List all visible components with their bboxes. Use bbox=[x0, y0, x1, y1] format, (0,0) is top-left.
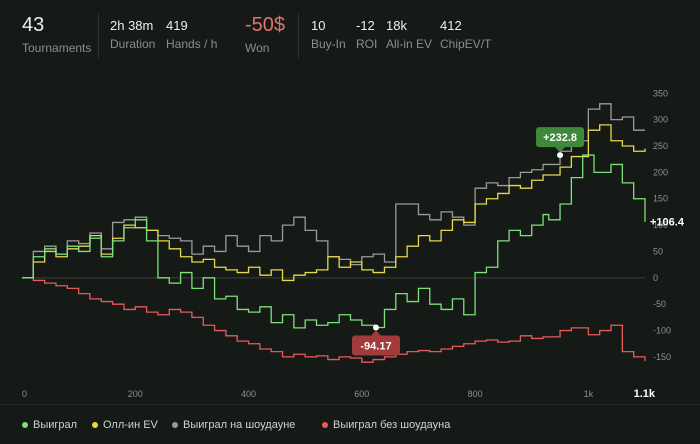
stat-value: 10 bbox=[311, 18, 326, 33]
annotation-pointer bbox=[555, 147, 566, 153]
chart-legend: Выиграл Олл-ин EV Выиграл на шоудауне Вы… bbox=[0, 404, 700, 444]
series-line bbox=[22, 124, 646, 282]
legend-item-allin-ev[interactable]: Олл-ин EV bbox=[92, 419, 158, 431]
legend-label: Выиграл на шоудауне bbox=[183, 419, 296, 431]
y-tick-label: -50 bbox=[653, 299, 666, 309]
stat-value: 18k bbox=[386, 18, 407, 33]
annotation-point bbox=[372, 324, 379, 331]
y-tick-label: 350 bbox=[653, 88, 668, 98]
annotation-label: +232.8 bbox=[543, 132, 577, 144]
legend-label: Выиграл bbox=[33, 419, 78, 431]
x-tick-label: 1k bbox=[584, 389, 594, 399]
y-tick-label: -150 bbox=[653, 352, 671, 362]
x-tick-label: 400 bbox=[241, 389, 256, 399]
stat-label: Won bbox=[245, 41, 270, 55]
stat-chipev: 412 ChipEV/T bbox=[440, 18, 491, 51]
stat-value: -50$ bbox=[245, 14, 286, 36]
end-value-label: +106.4 bbox=[650, 217, 685, 229]
legend-item-won-showdown[interactable]: Выиграл на шоудауне bbox=[172, 419, 295, 431]
x-tick-label: 800 bbox=[468, 389, 483, 399]
stat-value: -12 bbox=[356, 18, 375, 33]
stat-value: 412 bbox=[440, 18, 462, 33]
legend-item-won-no-showdown[interactable]: Выиграл без шоудауна bbox=[322, 419, 450, 431]
legend-dot bbox=[92, 422, 98, 429]
chart-svg[interactable]: 350 300 250 200 150 100 50 0 -50 -100 -150 0 200 400 6… bbox=[0, 70, 700, 400]
x-tick-label: 200 bbox=[128, 389, 143, 399]
legend-item-won[interactable]: Выиграл bbox=[22, 419, 77, 431]
annotation-label: -94.17 bbox=[360, 340, 391, 352]
annotation-badge bbox=[536, 127, 585, 148]
legend-dot bbox=[172, 422, 178, 429]
y-tick-label: 200 bbox=[653, 167, 668, 177]
annotation-point bbox=[557, 152, 564, 159]
annotation-pointer bbox=[370, 330, 381, 336]
legend-dot bbox=[322, 422, 328, 429]
stat-hands-per-hour: 419 Hands / h bbox=[166, 18, 217, 51]
stat-separator bbox=[298, 14, 299, 58]
y-tick-label: 250 bbox=[653, 141, 668, 151]
stat-label: Duration bbox=[110, 37, 156, 51]
stat-label: ROI bbox=[356, 37, 378, 51]
x-tick-label: 1.1k bbox=[634, 388, 656, 400]
series-line bbox=[22, 277, 646, 363]
x-tick-label: 0 bbox=[22, 389, 27, 399]
y-tick-label: 50 bbox=[653, 246, 663, 256]
stat-value: 43 bbox=[22, 14, 45, 36]
stats-bar: 43 Tournaments 2h 38m Duration 419 Hands… bbox=[0, 0, 700, 70]
x-tick-label: 600 bbox=[354, 389, 369, 399]
profit-chart[interactable]: 350 300 250 200 150 100 50 0 -50 -100 -150 0 200 400 6… bbox=[0, 70, 700, 400]
series-line bbox=[22, 103, 645, 279]
stat-tournaments: 43 Tournaments bbox=[22, 14, 91, 55]
stat-label: All-in EV bbox=[386, 37, 433, 51]
stat-allin-ev: 18k All-in EV bbox=[386, 18, 432, 51]
stat-label: ChipEV/T bbox=[440, 37, 492, 51]
stat-duration: 2h 38m Duration bbox=[110, 18, 155, 51]
stat-value: 2h 38m bbox=[110, 18, 154, 33]
series-line bbox=[22, 154, 646, 329]
y-tick-label: 0 bbox=[653, 273, 658, 283]
y-tick-label: 300 bbox=[653, 115, 668, 125]
legend-label: Выиграл без шоудауна bbox=[333, 419, 451, 431]
y-tick-label: -100 bbox=[653, 326, 671, 336]
stat-label: Buy-In bbox=[311, 37, 346, 51]
annotation-badge bbox=[351, 335, 400, 356]
stat-separator bbox=[98, 14, 99, 58]
stat-value: 419 bbox=[166, 18, 188, 33]
stat-label: Hands / h bbox=[166, 37, 218, 51]
stat-buyin: 10 Buy-In bbox=[311, 18, 346, 51]
stat-roi: -12 ROI bbox=[356, 18, 377, 51]
legend-label: Олл-ин EV bbox=[103, 419, 158, 431]
y-tick-label: 100 bbox=[653, 220, 668, 230]
legend-dot bbox=[22, 422, 28, 429]
y-tick-label: 150 bbox=[653, 194, 668, 204]
stat-won: -50$ Won bbox=[245, 14, 285, 55]
stat-label: Tournaments bbox=[22, 41, 92, 55]
